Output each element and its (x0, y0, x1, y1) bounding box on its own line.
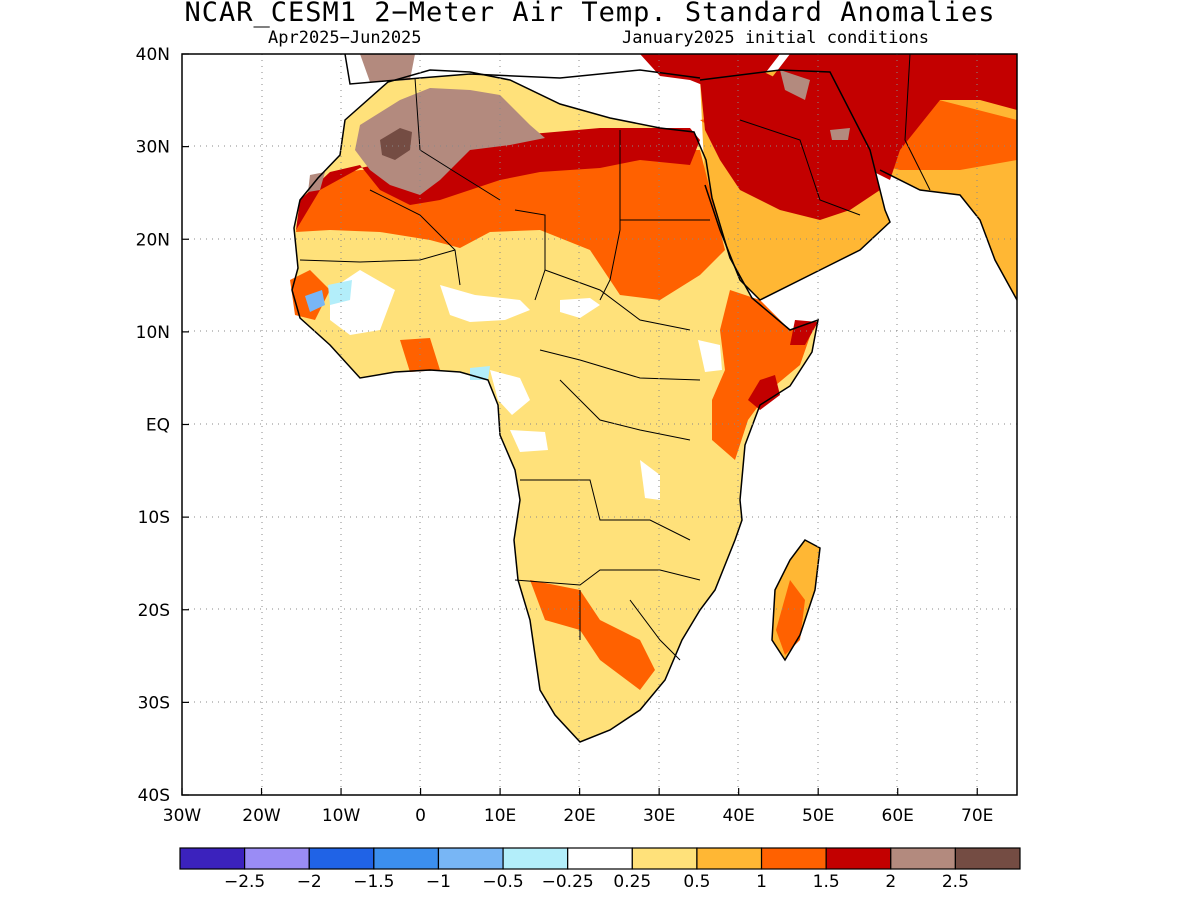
colorbar-label: 0.25 (613, 872, 651, 892)
initial-conditions-label: January2025 initial conditions (622, 28, 930, 48)
map-title: NCAR_CESM1 2−Meter Air Temp. Standard An… (184, 0, 996, 28)
lon-tick-label: 60E (882, 806, 914, 826)
colorbar-label: 2.5 (942, 872, 969, 892)
anomaly-near-zero (330, 270, 722, 500)
colorbar-label: −1.5 (353, 872, 394, 892)
lon-axis: 30W 20W 10W 0 10E 20E 30E 40E 50E 60E 70E (163, 806, 994, 826)
lat-axis: 40N 30N 20N 10N EQ 10S 20S 30S 40S (136, 45, 170, 806)
colorbar-swatch (567, 847, 633, 870)
lon-tick-label: 0 (415, 806, 426, 826)
anomaly-neg-half (305, 290, 325, 312)
lon-tick-label: 10W (322, 806, 361, 826)
lon-tick-label: 70E (961, 806, 993, 826)
colorbar-swatch (502, 847, 569, 870)
anomaly-gt-2p5 (380, 128, 412, 160)
colorbar-swatch (696, 847, 763, 870)
lat-tick-label: 20N (136, 230, 170, 250)
colorbar-swatch (308, 847, 375, 870)
colorbar-swatch (890, 847, 956, 870)
lon-tick-label: 50E (802, 806, 834, 826)
lat-tick-label: 30S (138, 693, 170, 713)
colorbar-swatch (954, 847, 1021, 870)
anomaly-neg-small (328, 280, 490, 380)
lon-tick-label: 30W (163, 806, 202, 826)
lon-tick-label: 30E (643, 806, 675, 826)
lat-tick-label: 20S (138, 601, 170, 621)
coastlines (291, 54, 1017, 743)
season-label: Apr2025−Jun2025 (268, 28, 422, 48)
lon-tick-label: 40E (722, 806, 754, 826)
lat-tick-label: 40S (138, 786, 170, 806)
lon-tick-label: 20W (242, 806, 281, 826)
colorbar-swatch (437, 847, 504, 870)
colorbar-label: 1 (756, 872, 767, 892)
colorbar-label: 0.5 (683, 872, 710, 892)
lat-tick-label: 10S (138, 508, 170, 528)
axis-ticks (181, 53, 978, 796)
colorbar-label: −0.25 (542, 872, 594, 892)
colorbar-label: −2.5 (224, 872, 265, 892)
colorbar-label: −1 (426, 872, 451, 892)
europe-land (345, 54, 640, 84)
colorbar-swatch (244, 847, 310, 870)
colorbar-swatch (179, 847, 246, 870)
colorbar-swatch (760, 847, 827, 870)
colorbar-label: 2 (885, 872, 896, 892)
colorbar-label: 1.5 (813, 872, 840, 892)
colorbar (179, 847, 1021, 870)
country-borders (299, 54, 931, 661)
colorbar-swatch (825, 847, 892, 870)
plot-area (182, 54, 1017, 795)
colorbar-swatch (631, 847, 698, 870)
lon-tick-label: 10E (484, 806, 516, 826)
colorbar-label: −2 (297, 872, 322, 892)
colorbar-swatch (373, 847, 440, 870)
colorbar-label: −0.5 (482, 872, 523, 892)
anomaly-2 (296, 54, 1017, 410)
lon-tick-label: 20E (563, 806, 595, 826)
lat-tick-label: 10N (136, 323, 170, 343)
anomaly-2p5 (308, 54, 850, 195)
lat-tick-label: EQ (146, 416, 170, 436)
lat-tick-label: 40N (136, 45, 170, 65)
colorbar-labels: −2.5 −2 −1.5 −1 −0.5 −0.25 0.25 0.5 1 1.5 2 2.5 (224, 872, 969, 892)
lat-tick-label: 30N (136, 138, 170, 158)
